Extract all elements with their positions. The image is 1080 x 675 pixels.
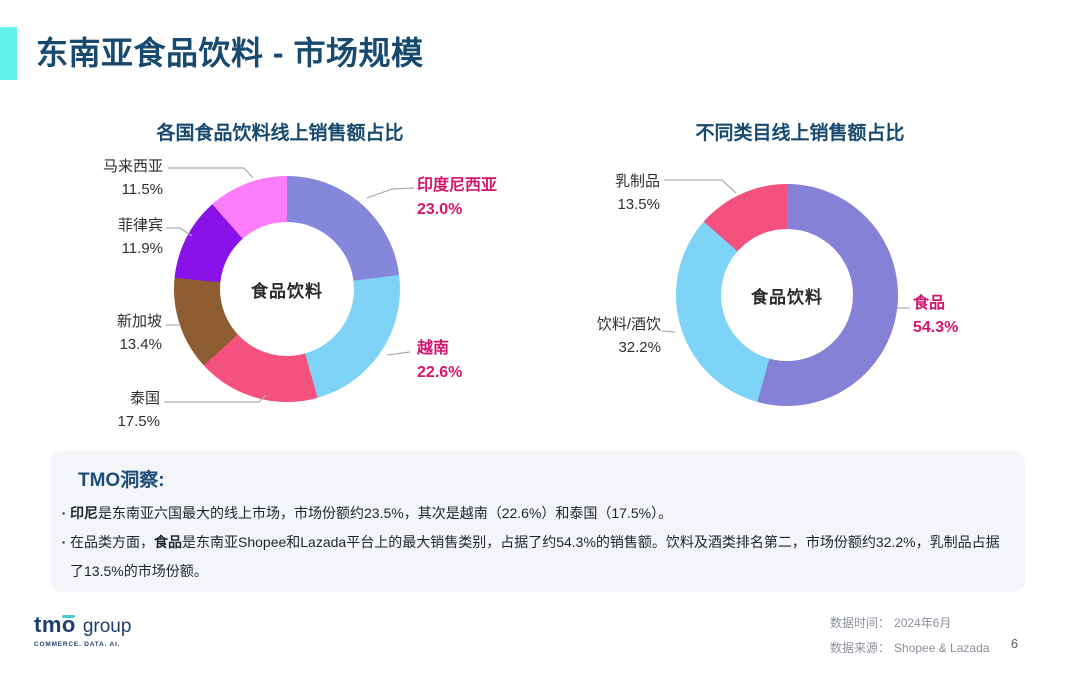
callout-food: 食品 54.3%	[913, 292, 958, 340]
callout-vietnam: 越南 22.6%	[417, 337, 462, 385]
segment-label: 越南	[417, 340, 450, 357]
segment-label: 饮料/酒饮	[596, 316, 661, 333]
segment-label: 乳制品	[614, 173, 660, 190]
segment-label: 印度尼西亚	[417, 177, 498, 194]
segment-value: 54.3%	[913, 319, 959, 336]
callout-singapore: 新加坡 13.4%	[117, 310, 162, 356]
segment-value: 17.5%	[117, 413, 160, 430]
data-time-value: 2024年6月	[894, 616, 952, 630]
segment-value: 11.5%	[121, 181, 163, 198]
title-accent-bar	[0, 27, 17, 80]
donut-hole: 食品饮料	[721, 229, 853, 361]
bullet-marker: ·	[61, 505, 67, 521]
segment-label: 食品	[913, 295, 946, 312]
logo-tagline: COMMERCE. DATA. AI.	[34, 641, 121, 648]
segment-value: 13.5%	[617, 196, 660, 213]
callout-philippines: 菲律宾 11.9%	[118, 214, 163, 260]
insight-heading: TMO洞察:	[78, 470, 165, 491]
donut-center-label: 食品饮料	[751, 287, 823, 307]
segment-label: 新加坡	[116, 313, 162, 330]
segment-label: 马来西亚	[102, 158, 163, 175]
bullet-marker: ·	[61, 534, 67, 550]
insight-bullet-text: 在品类方面，食品是东南亚Shopee和Lazada平台上的最大销售类别，占据了约…	[70, 534, 1000, 579]
tmo-logo: tmo group COMMERCE. DATA. AI.	[34, 612, 131, 648]
chart-title-categories: 不同类目线上销售额占比	[695, 123, 905, 144]
data-time-label: 数据时间：	[830, 616, 891, 630]
chart-panel-countries: 各国食品饮料线上销售额占比 食品饮料 马来西亚 11.5% 菲律宾 11.9% …	[40, 110, 520, 455]
donut-chart-countries: 食品饮料	[174, 176, 400, 402]
chart-title-countries: 各国食品饮料线上销售额占比	[156, 123, 404, 144]
callout-dairy: 乳制品 13.5%	[615, 170, 660, 216]
logo-macron-accent	[61, 615, 75, 618]
data-source-line: 数据来源： Shopee & Lazada	[830, 636, 989, 661]
segment-value: 23.0%	[417, 201, 463, 218]
insight-bullet-1: · 印尼是东南亚六国最大的线上市场，市场份额约23.5%，其次是越南（22.6%…	[58, 499, 1007, 528]
callout-malaysia: 马来西亚 11.5%	[103, 155, 163, 201]
logo-wordmark: tmo group	[34, 612, 131, 638]
insight-box: TMO洞察: · 印尼是东南亚六国最大的线上市场，市场份额约23.5%，其次是越…	[50, 451, 1025, 592]
donut-chart-categories: 食品饮料	[676, 184, 898, 406]
chart-panel-categories: 不同类目线上销售额占比 食品饮料 乳制品 13.5% 饮料/酒饮 32.2% 食…	[560, 110, 1040, 455]
segment-value: 32.2%	[618, 339, 661, 356]
donut-center-label: 食品饮料	[251, 281, 323, 301]
insight-bullet-2: · 在品类方面，食品是东南亚Shopee和Lazada平台上的最大销售类别，占据…	[58, 528, 1007, 586]
data-source-block: 数据时间： 2024年6月 数据来源： Shopee & Lazada	[830, 611, 989, 661]
segment-value: 13.4%	[119, 336, 162, 353]
segment-value: 11.9%	[121, 240, 163, 257]
page-number: 6	[1011, 637, 1018, 651]
segment-label: 泰国	[129, 390, 160, 407]
callout-thailand: 泰国 17.5%	[117, 387, 160, 433]
data-source-label: 数据来源：	[830, 641, 891, 655]
insight-bullet-text: 印尼是东南亚六国最大的线上市场，市场份额约23.5%，其次是越南（22.6%）和…	[70, 505, 673, 521]
insight-bullets: · 印尼是东南亚六国最大的线上市场，市场份额约23.5%，其次是越南（22.6%…	[58, 499, 1007, 586]
page-title: 东南亚食品饮料 - 市场规模	[36, 35, 424, 71]
callout-beverage: 饮料/酒饮 32.2%	[597, 313, 661, 359]
logo-suffix-text: group	[82, 616, 132, 637]
segment-value: 22.6%	[417, 364, 463, 381]
data-time-line: 数据时间： 2024年6月	[830, 611, 989, 636]
data-source-value: Shopee & Lazada	[894, 641, 990, 655]
callout-indonesia: 印度尼西亚 23.0%	[417, 174, 497, 222]
donut-hole: 食品饮料	[220, 222, 354, 356]
segment-label: 菲律宾	[117, 217, 163, 234]
